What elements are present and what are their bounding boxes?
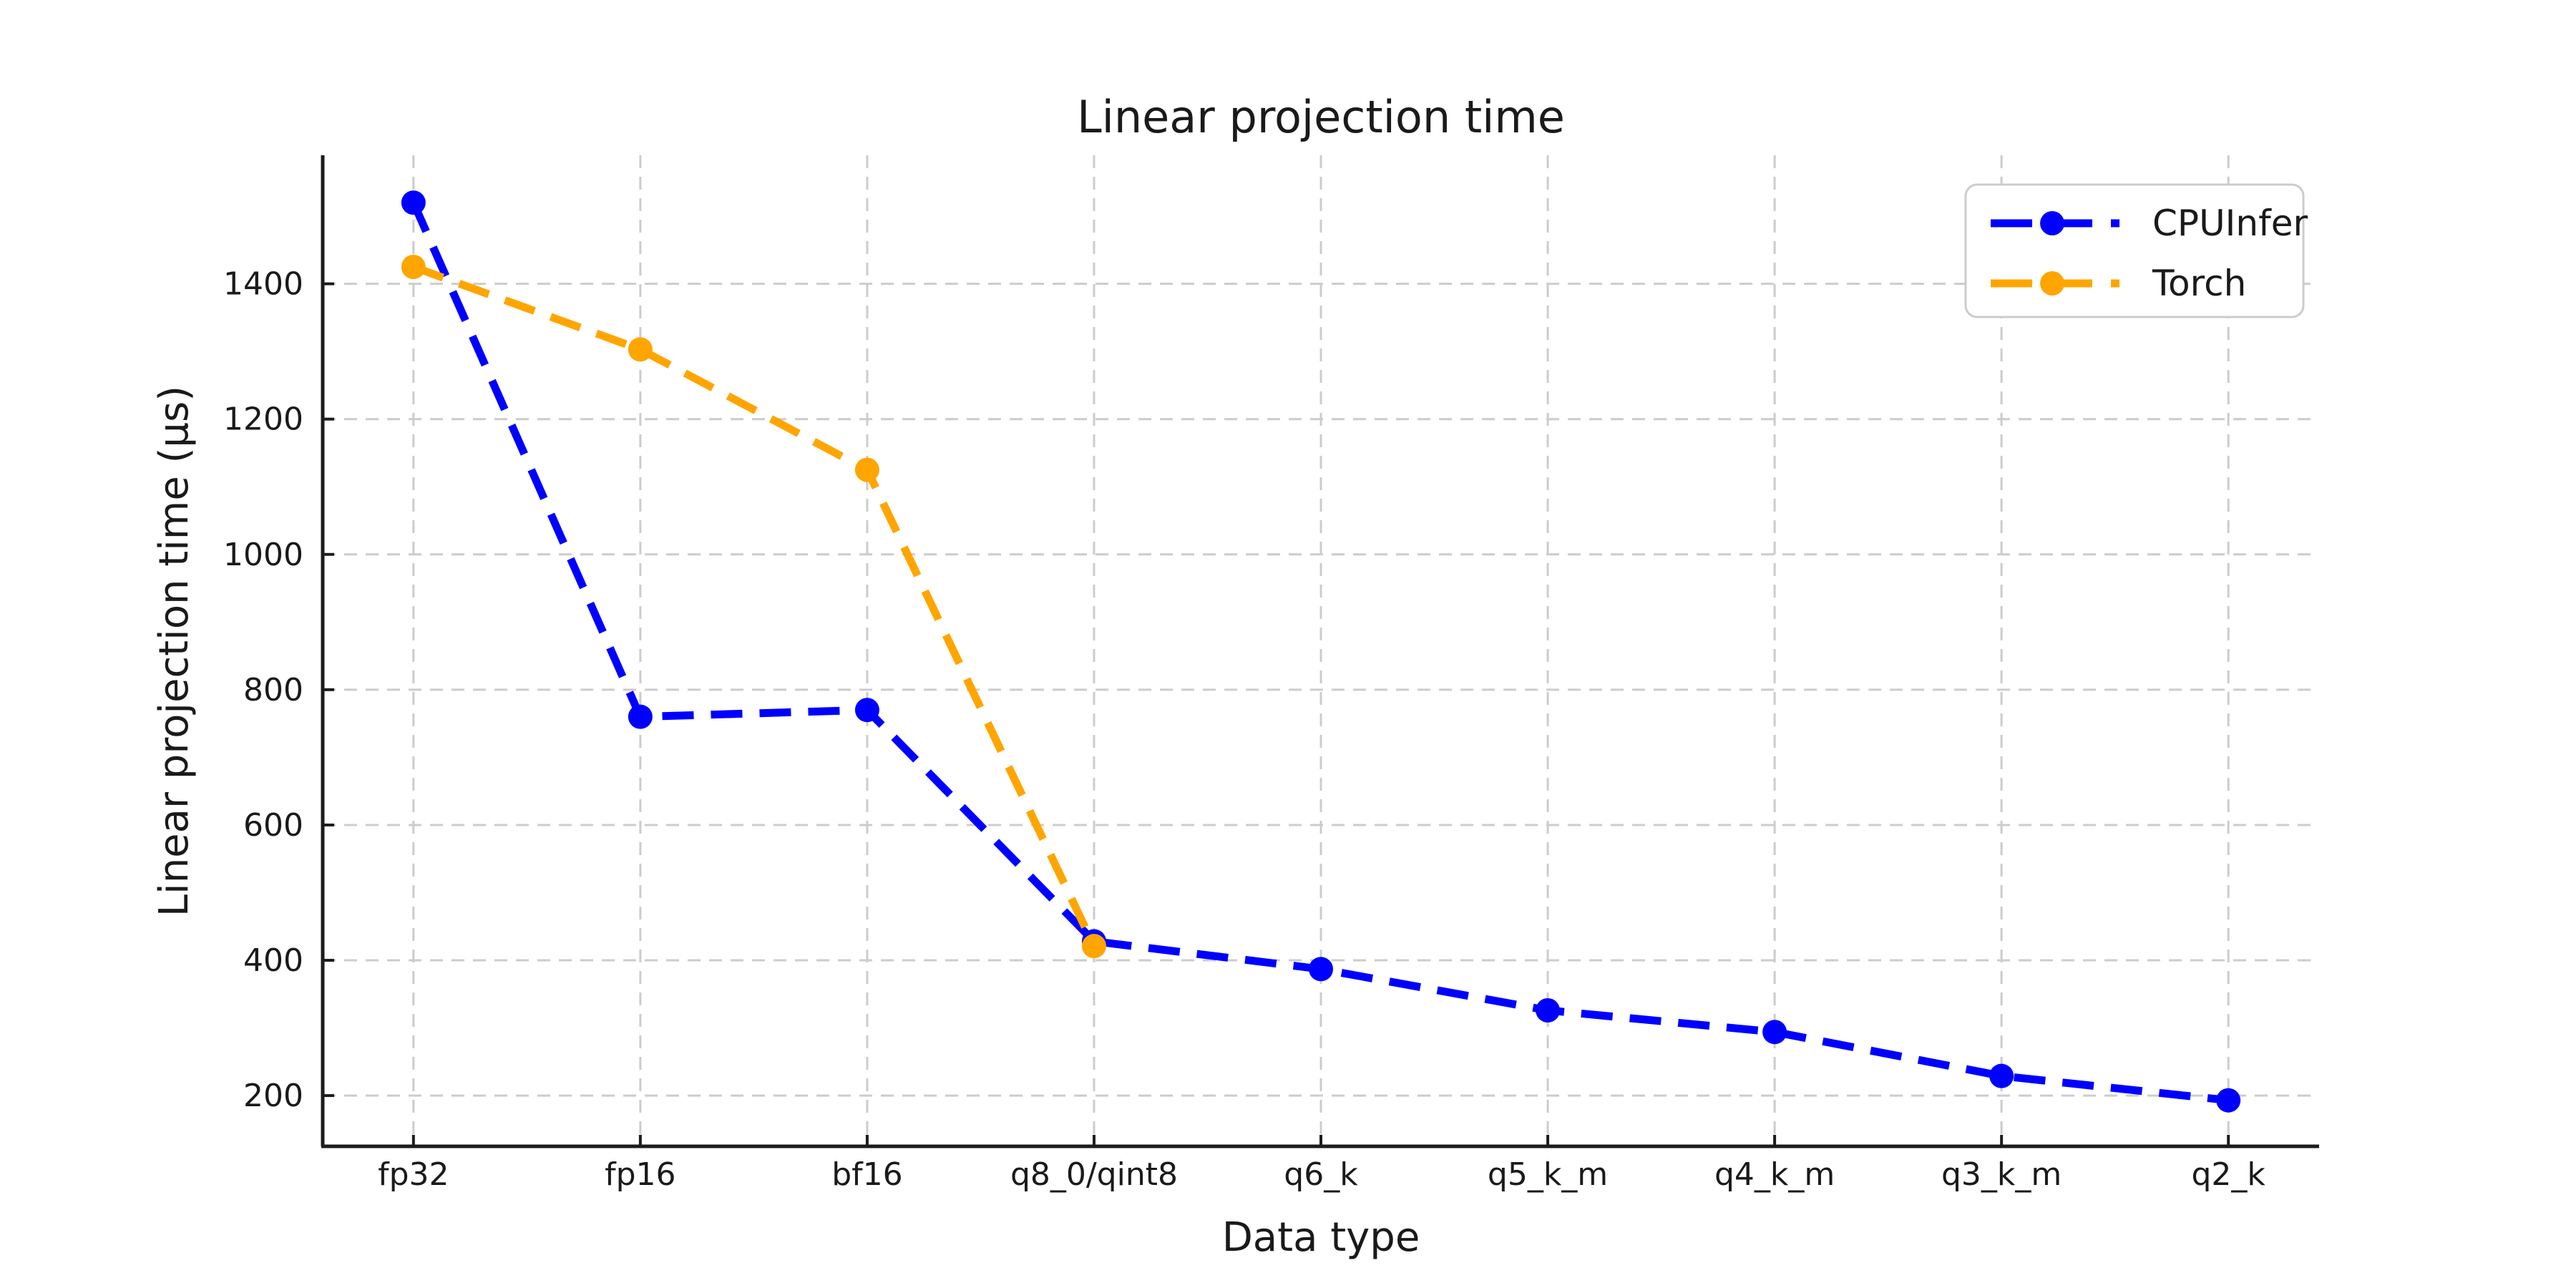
data-point-marker-cpuinfer [1762, 1020, 1787, 1045]
y-tick-label: 200 [243, 1078, 303, 1114]
chart-title: Linear projection time [1077, 91, 1565, 143]
data-point-marker-cpuinfer [1989, 1063, 2014, 1088]
legend-marker [2040, 211, 2064, 235]
y-tick-label: 1200 [223, 401, 303, 438]
data-point-marker-cpuinfer [2216, 1088, 2241, 1113]
data-point-marker-cpuinfer [401, 190, 426, 215]
x-tick-label: fp32 [378, 1156, 449, 1193]
data-point-marker-torch [854, 457, 879, 482]
data-point-marker-cpuinfer [628, 704, 653, 729]
data-point-marker-cpuinfer [854, 698, 879, 723]
data-point-marker-cpuinfer [1309, 957, 1333, 982]
x-tick-label: q5_k_m [1488, 1156, 1608, 1193]
x-tick-label: q4_k_m [1714, 1156, 1835, 1193]
legend-item-torch: Torch [1991, 263, 2246, 304]
y-tick-label: 800 [243, 672, 303, 708]
data-point-marker-torch [628, 337, 653, 362]
x-tick-label: bf16 [831, 1156, 902, 1193]
y-axis-label: Linear projection time (μs) [151, 386, 197, 917]
y-tick-label: 1400 [223, 266, 303, 303]
legend-label: Torch [2152, 263, 2246, 304]
axes-layer: fp32 fp16 bf16 q8_0/qint8 q6_k q5_k_m q4_k_m q3… [223, 155, 2319, 1193]
legend-label: CPUInfer [2152, 203, 2308, 244]
y-tick-label: 1000 [223, 537, 303, 573]
x-tick-label: q8_0/qint8 [1010, 1156, 1178, 1193]
y-tick-label: 600 [243, 807, 303, 844]
x-tick-label: q3_k_m [1941, 1156, 2062, 1193]
series-line-torch [411, 263, 1098, 948]
data-point-marker-torch [1081, 934, 1106, 959]
legend-marker [2040, 271, 2064, 296]
legend: CPUInfer Torch [1964, 183, 2308, 318]
legend-item-cpuinfer: CPUInfer [1991, 203, 2308, 244]
x-tick-label: fp16 [605, 1156, 675, 1193]
y-tick-label: 400 [243, 942, 303, 979]
data-point-marker-torch [401, 254, 426, 279]
x-axis-label: Data type [1222, 1214, 1420, 1261]
series-layer [401, 190, 2241, 1113]
x-tick-label: q2_k [2191, 1156, 2265, 1193]
data-point-marker-cpuinfer [1536, 997, 1561, 1023]
x-tick-label: q6_k [1284, 1156, 1358, 1193]
